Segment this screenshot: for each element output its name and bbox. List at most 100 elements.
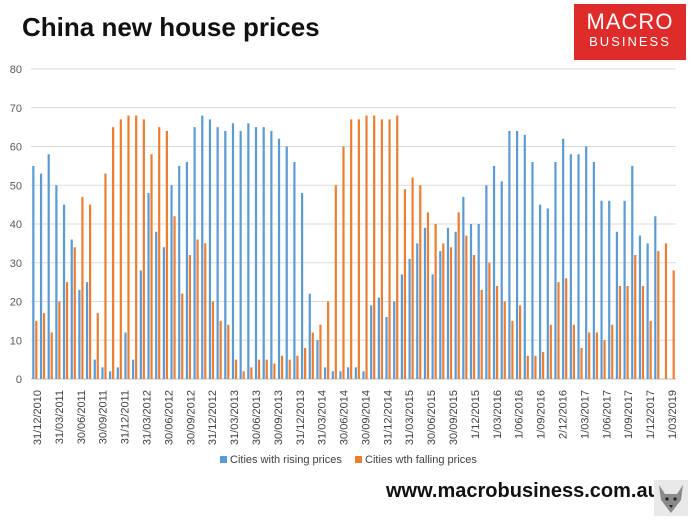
x-tick-label: 31/03/2015 bbox=[404, 390, 416, 445]
x-tick-label: 1/03/2016 bbox=[492, 390, 504, 439]
bar-falling bbox=[81, 196, 84, 379]
bar-falling bbox=[542, 351, 545, 379]
bar-falling bbox=[588, 332, 591, 379]
website-url[interactable]: www.macrobusiness.com.au bbox=[386, 480, 660, 502]
bar-falling bbox=[549, 324, 552, 379]
logo-line-1: MACRO bbox=[586, 9, 674, 34]
bar-falling bbox=[357, 119, 360, 379]
legend-label-falling: Cities wth falling prices bbox=[365, 454, 477, 466]
bar-falling bbox=[595, 332, 598, 379]
bar-falling bbox=[396, 115, 399, 379]
bar-falling bbox=[534, 355, 537, 379]
bar-falling bbox=[480, 289, 483, 379]
bar-falling bbox=[104, 173, 107, 379]
bar-falling bbox=[449, 247, 453, 379]
bar-rising bbox=[393, 301, 396, 379]
y-tick-label: 40 bbox=[10, 219, 22, 231]
bar-falling bbox=[572, 324, 575, 379]
bar-falling bbox=[649, 320, 652, 379]
bar-rising bbox=[331, 371, 334, 379]
bar-falling bbox=[380, 119, 383, 379]
bar-falling bbox=[96, 313, 99, 379]
bar-falling bbox=[219, 320, 222, 379]
bar-rising bbox=[93, 359, 96, 379]
bar-falling bbox=[611, 324, 614, 379]
x-tick-label: 30/09/2014 bbox=[360, 390, 372, 445]
x-tick-label: 30/06/2014 bbox=[339, 390, 351, 445]
bar-rising bbox=[316, 340, 319, 379]
bar-falling bbox=[511, 320, 514, 379]
x-tick-label: 30/06/2011 bbox=[76, 390, 88, 444]
bar-falling bbox=[565, 278, 568, 379]
bar-falling bbox=[327, 301, 330, 379]
bar-rising bbox=[515, 131, 519, 379]
x-tick-label: 30/09/2013 bbox=[273, 390, 285, 445]
y-tick-label: 50 bbox=[10, 180, 22, 192]
bar-rising bbox=[231, 123, 235, 379]
x-tick-label: 31/03/2013 bbox=[229, 390, 241, 445]
bar-falling bbox=[65, 282, 69, 379]
bar-rising bbox=[116, 367, 119, 379]
bar-rising bbox=[569, 154, 572, 379]
bar-rising bbox=[631, 165, 634, 379]
y-tick-label: 20 bbox=[10, 297, 22, 309]
bar-rising bbox=[523, 134, 526, 379]
legend-swatch-falling bbox=[355, 456, 362, 463]
bar-rising bbox=[39, 173, 43, 379]
bar-falling bbox=[488, 262, 491, 379]
legend-label-rising: Cities with rising prices bbox=[230, 454, 342, 466]
y-tick-label: 0 bbox=[16, 374, 22, 386]
bar-rising bbox=[300, 193, 304, 379]
bar-falling bbox=[280, 355, 284, 379]
bar-falling bbox=[495, 286, 499, 379]
bar-falling bbox=[296, 355, 299, 379]
bar-falling bbox=[273, 363, 276, 379]
bar-falling bbox=[319, 324, 322, 379]
bar-rising bbox=[32, 165, 35, 379]
bar-rising bbox=[446, 227, 450, 379]
x-tick-label: 30/09/2015 bbox=[448, 390, 460, 445]
y-tick-label: 80 bbox=[10, 64, 22, 76]
bar-rising bbox=[270, 131, 273, 379]
bar-rising bbox=[462, 196, 465, 379]
x-tick-label: 31/03/2014 bbox=[317, 390, 329, 445]
bar-rising bbox=[654, 216, 657, 379]
bar-falling bbox=[388, 119, 391, 379]
bar-falling bbox=[411, 177, 414, 379]
bar-rising bbox=[600, 200, 603, 379]
bar-falling bbox=[119, 119, 122, 379]
bar-rising bbox=[577, 154, 580, 379]
bar-rising bbox=[531, 162, 534, 379]
bar-rising bbox=[554, 162, 557, 379]
x-tick-label: 30/06/2015 bbox=[426, 390, 438, 445]
bar-falling bbox=[227, 324, 230, 379]
bar-falling bbox=[526, 355, 529, 379]
bar-falling bbox=[518, 305, 522, 379]
bar-falling bbox=[188, 255, 192, 379]
x-tick-label: 1/03/2019 bbox=[667, 390, 679, 439]
bar-chart: 0 10 20 30 40 50 60 70 80 31/12/2010 31/03/2011 30/… bbox=[10, 64, 679, 466]
bar-rising bbox=[208, 119, 212, 379]
bar-rising bbox=[347, 367, 350, 379]
x-tick-label: 31/12/2011 bbox=[120, 390, 132, 444]
bar-rising bbox=[132, 359, 135, 379]
bar-falling bbox=[672, 270, 675, 379]
x-tick-label: 1/09/2016 bbox=[536, 390, 548, 439]
bar-rising bbox=[539, 204, 542, 379]
bar-falling bbox=[173, 216, 176, 379]
bar-rising bbox=[101, 367, 104, 379]
bar-falling bbox=[181, 293, 184, 379]
bar-falling bbox=[42, 313, 46, 379]
bar-rising bbox=[62, 204, 66, 379]
bar-falling bbox=[265, 359, 268, 379]
bar-falling bbox=[457, 212, 460, 379]
bar-rising bbox=[85, 282, 89, 379]
bar-falling bbox=[242, 371, 245, 379]
bar-falling bbox=[434, 224, 437, 379]
bar-rising bbox=[592, 162, 595, 379]
bar-falling bbox=[465, 235, 468, 379]
bar-rising bbox=[162, 247, 165, 379]
bar-rising bbox=[78, 289, 81, 379]
x-tick-label: 31/03/2012 bbox=[141, 390, 153, 445]
macrobusiness-logo: MACRO BUSINESS bbox=[574, 4, 686, 60]
